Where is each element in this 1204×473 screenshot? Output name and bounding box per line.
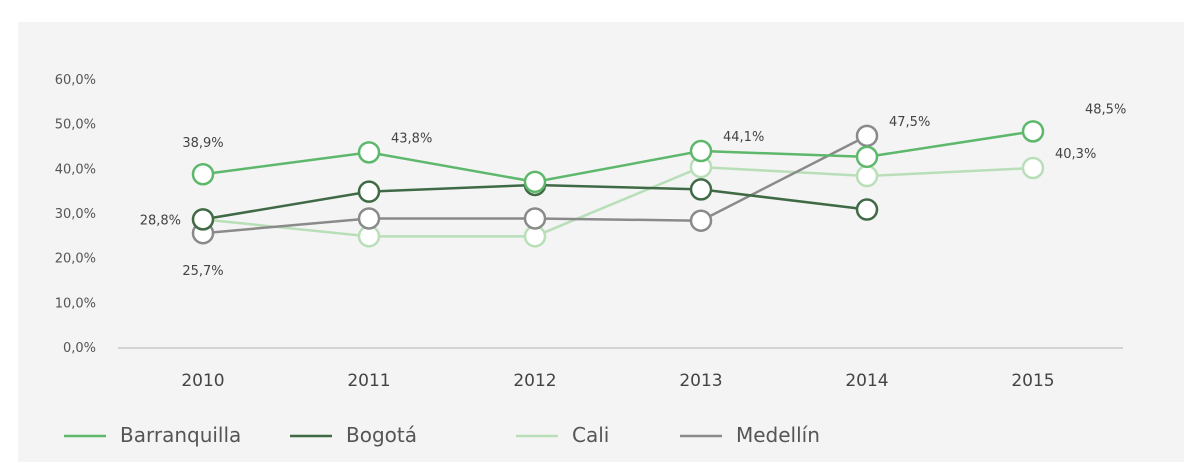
legend-label: Bogotá: [346, 423, 417, 447]
series-line: [202, 165, 1034, 238]
data-point: [1021, 156, 1045, 180]
data-point: [191, 162, 215, 186]
y-tick-label: 30,0%: [55, 207, 96, 222]
data-point: [689, 139, 713, 163]
y-tick-label: 60,0%: [55, 73, 96, 88]
data-labels: 38,9% 43,8% 44,1% 48,5% 47,5% 40,3% 28,8% 25,7%: [140, 102, 1127, 279]
series-cali: [191, 155, 1045, 248]
x-tick-label: 2010: [181, 371, 224, 391]
x-tick-label: 2012: [513, 371, 556, 391]
data-label: 47,5%: [889, 115, 930, 130]
data-point: [855, 145, 879, 169]
y-tick-label: 20,0%: [55, 252, 96, 267]
y-tick-label: 40,0%: [55, 162, 96, 177]
data-point: [357, 207, 381, 230]
legend-label: Cali: [572, 423, 609, 447]
legend-label: Medellín: [736, 423, 820, 447]
y-tick-label: 0,0%: [63, 341, 96, 356]
x-tick-label: 2014: [845, 371, 888, 391]
data-label: 43,8%: [391, 131, 432, 146]
legend-item-medellín: Medellín: [680, 423, 820, 447]
line-chart: 0,0% 10,0% 20,0% 30,0% 40,0% 50,0% 60,0% 2010 20…: [55, 73, 1127, 447]
y-tick-label: 50,0%: [55, 118, 96, 133]
axes: 0,0% 10,0% 20,0% 30,0% 40,0% 50,0% 60,0% 2010 20…: [55, 73, 1123, 391]
legend-item-bogotá: Bogotá: [290, 423, 417, 447]
data-label: 48,5%: [1085, 102, 1126, 117]
x-tick-label: 2013: [679, 371, 722, 391]
series-barranquilla: [191, 120, 1045, 194]
legend-item-barranquilla: Barranquilla: [64, 423, 241, 447]
data-label: 25,7%: [182, 264, 223, 279]
data-point: [855, 124, 879, 148]
data-point: [689, 178, 713, 201]
data-label: 40,3%: [1055, 147, 1096, 162]
data-point: [357, 141, 381, 164]
data-point: [191, 208, 215, 231]
series-line: [202, 130, 1034, 184]
x-tick-label: 2015: [1011, 371, 1054, 391]
data-point: [523, 170, 547, 194]
y-tick-label: 10,0%: [55, 296, 96, 311]
data-point: [1021, 120, 1045, 143]
chart-panel: 0,0% 10,0% 20,0% 30,0% 40,0% 50,0% 60,0% 2010 20…: [18, 22, 1184, 462]
data-point: [855, 164, 879, 188]
data-point: [855, 198, 879, 221]
legend-label: Barranquilla: [120, 423, 241, 447]
data-point: [523, 207, 547, 230]
data-label: 28,8%: [140, 213, 181, 228]
legend: Barranquilla Bogotá Cali Medellín: [64, 423, 820, 447]
data-point: [689, 209, 713, 232]
series-lines: [191, 120, 1045, 248]
x-tick-label: 2011: [347, 371, 390, 391]
data-label: 38,9%: [182, 136, 223, 151]
data-label: 44,1%: [723, 130, 764, 145]
data-point: [357, 180, 381, 203]
legend-item-cali: Cali: [516, 423, 609, 447]
